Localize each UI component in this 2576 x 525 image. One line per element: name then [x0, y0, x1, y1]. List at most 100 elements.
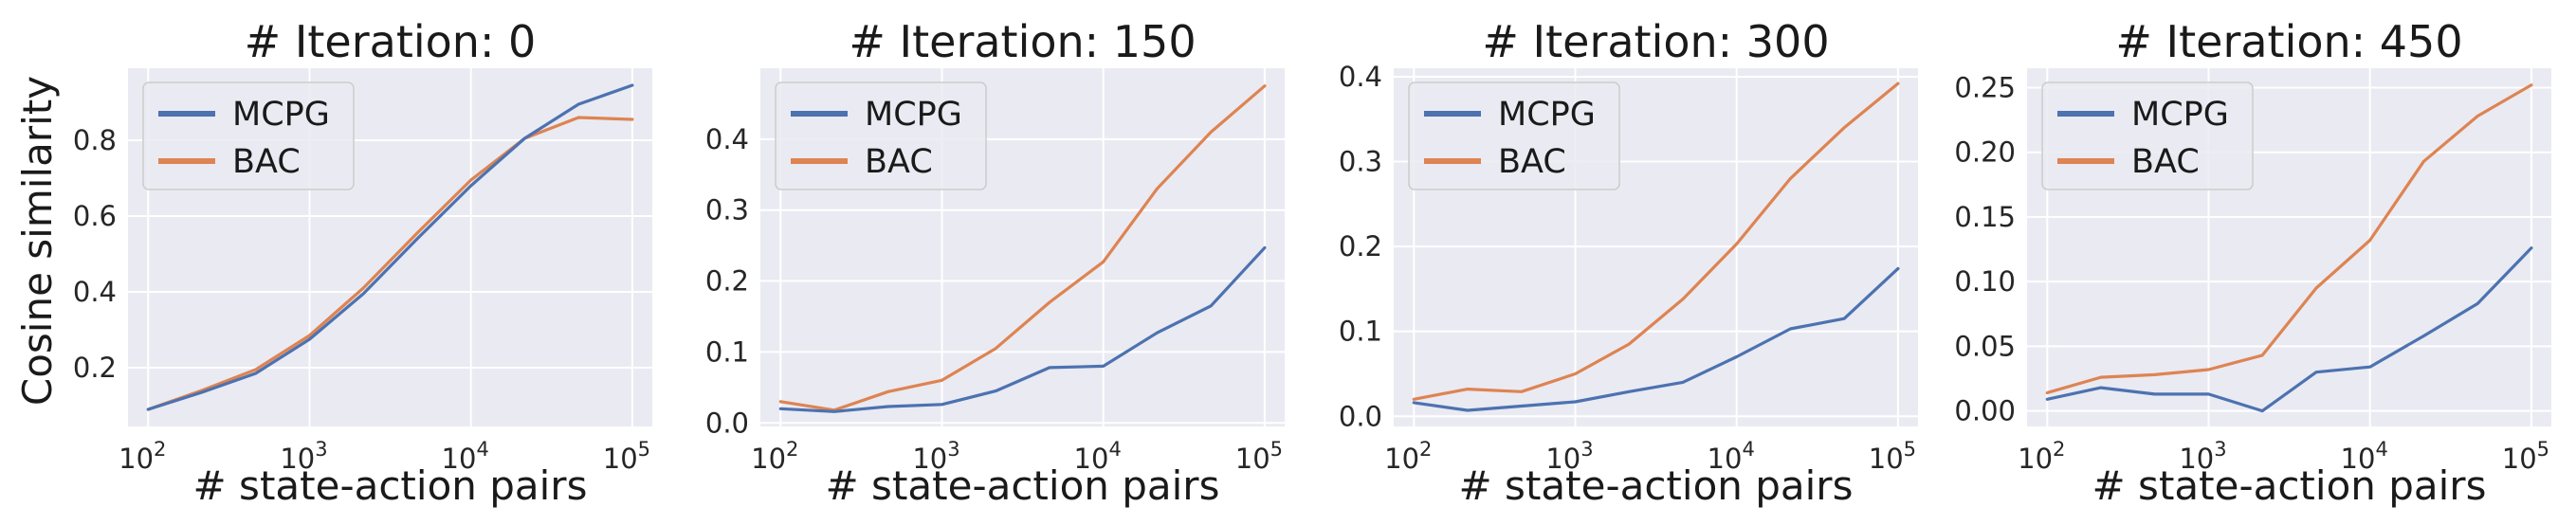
y-tick-label: 0.05 — [1954, 330, 2016, 362]
series-line-mcpg — [1412, 266, 1900, 412]
y-tick-label: 0.2 — [73, 352, 117, 384]
legend: MCPG BAC — [1408, 81, 1620, 190]
legend: MCPG BAC — [775, 81, 987, 190]
y-tick-label: 0.8 — [73, 124, 117, 156]
y-tick-label: 0.2 — [705, 265, 749, 298]
x-tick-base: 10 — [1708, 443, 1743, 475]
y-tick-label: 0.25 — [1954, 71, 2016, 103]
x-tick-exponent: 2 — [1419, 438, 1432, 461]
legend-label-bac: BAC — [1498, 143, 1566, 181]
y-tick-label: 0.4 — [73, 276, 117, 308]
x-tick-exponent: 2 — [154, 438, 166, 461]
y-tick-label: 0.15 — [1954, 201, 2016, 233]
x-tick-exponent: 3 — [315, 438, 327, 461]
x-tick-exponent: 3 — [2214, 438, 2226, 461]
x-tick-label: 104 — [1074, 438, 1122, 475]
y-tick-label: 0.2 — [1339, 230, 1382, 262]
x-axis-label: # state-action pairs — [1459, 462, 1854, 509]
x-tick-base: 10 — [2018, 443, 2053, 475]
x-tick-exponent: 5 — [1904, 438, 1916, 461]
y-tick-label: 0.00 — [1954, 395, 2016, 427]
chart-title: # Iteration: 300 — [1482, 16, 1829, 67]
x-tick-exponent: 5 — [1270, 438, 1283, 461]
x-tick-label: 105 — [2502, 438, 2549, 475]
legend-label-mcpg: MCPG — [2131, 96, 2229, 134]
x-tick-exponent: 5 — [638, 438, 650, 461]
legend-label-mcpg: MCPG — [1498, 96, 1596, 134]
x-tick-label: 104 — [1708, 438, 1755, 475]
x-axis-label: # state-action pairs — [193, 462, 588, 509]
series-line-bac — [778, 84, 1267, 412]
series-line-mcpg — [778, 245, 1267, 413]
chart-title: # Iteration: 150 — [849, 16, 1196, 67]
x-tick-base: 10 — [1235, 443, 1270, 475]
x-tick-label: 102 — [119, 438, 166, 475]
y-tick-label: 0.1 — [1339, 316, 1382, 348]
x-tick-base: 10 — [2341, 443, 2376, 475]
x-tick-base: 10 — [603, 443, 638, 475]
x-tick-exponent: 3 — [1580, 438, 1593, 461]
y-tick-label: 0.4 — [705, 123, 749, 155]
y-tick-label: 0.0 — [1339, 400, 1382, 432]
legend-label-mcpg: MCPG — [232, 96, 330, 134]
series-line-bac — [146, 116, 634, 411]
x-tick-label: 102 — [751, 438, 798, 475]
x-tick-exponent: 4 — [1108, 438, 1121, 461]
x-axis-label: # state-action pairs — [2092, 462, 2487, 509]
y-tick-label: 0.6 — [73, 200, 117, 232]
x-tick-base: 10 — [751, 443, 786, 475]
series-line-mcpg — [146, 83, 634, 411]
x-tick-base: 10 — [912, 443, 947, 475]
legend: MCPG BAC — [142, 81, 355, 190]
series-line-bac — [1412, 81, 1900, 401]
y-tick-label: 0.20 — [1954, 136, 2016, 169]
x-tick-base: 10 — [1074, 443, 1109, 475]
legend: MCPG BAC — [2041, 81, 2254, 190]
legend-label-bac: BAC — [232, 143, 301, 181]
x-tick-exponent: 3 — [947, 438, 959, 461]
series-line-mcpg — [2045, 246, 2533, 413]
legend-label-mcpg: MCPG — [865, 96, 962, 134]
x-tick-exponent: 5 — [2537, 438, 2549, 461]
y-tick-label: 0.3 — [705, 194, 749, 226]
x-tick-base: 10 — [1869, 443, 1904, 475]
y-tick-label: 0.0 — [705, 407, 749, 439]
x-tick-label: 103 — [280, 438, 327, 475]
x-tick-label: 104 — [442, 438, 489, 475]
y-tick-label: 0.3 — [1339, 146, 1382, 178]
x-tick-label: 105 — [1869, 438, 1916, 475]
x-tick-label: 105 — [603, 438, 650, 475]
x-tick-label: 103 — [2179, 438, 2226, 475]
chart-title: # Iteration: 0 — [245, 16, 537, 67]
x-tick-exponent: 2 — [786, 438, 798, 461]
x-tick-base: 10 — [280, 443, 315, 475]
legend-label-bac: BAC — [865, 143, 933, 181]
x-tick-base: 10 — [442, 443, 477, 475]
x-tick-exponent: 4 — [476, 438, 488, 461]
x-tick-label: 105 — [1235, 438, 1283, 475]
x-tick-label: 103 — [912, 438, 959, 475]
x-tick-exponent: 4 — [2375, 438, 2387, 461]
x-tick-label: 102 — [2018, 438, 2065, 475]
legend-label-bac: BAC — [2131, 143, 2200, 181]
y-axis-label: Cosine similarity — [14, 76, 61, 406]
x-tick-base: 10 — [2502, 443, 2537, 475]
x-tick-label: 102 — [1384, 438, 1432, 475]
x-tick-label: 104 — [2341, 438, 2388, 475]
x-axis-label: # state-action pairs — [826, 462, 1220, 509]
y-tick-label: 0.1 — [705, 335, 749, 368]
x-tick-base: 10 — [1384, 443, 1419, 475]
y-tick-label: 0.4 — [1339, 61, 1382, 93]
x-tick-base: 10 — [1545, 443, 1580, 475]
x-tick-base: 10 — [119, 443, 154, 475]
chart-title: # Iteration: 450 — [2115, 16, 2462, 67]
y-tick-label: 0.10 — [1954, 265, 2016, 298]
x-tick-exponent: 4 — [1742, 438, 1754, 461]
series-line-bac — [2045, 83, 2533, 395]
x-tick-label: 103 — [1545, 438, 1593, 475]
